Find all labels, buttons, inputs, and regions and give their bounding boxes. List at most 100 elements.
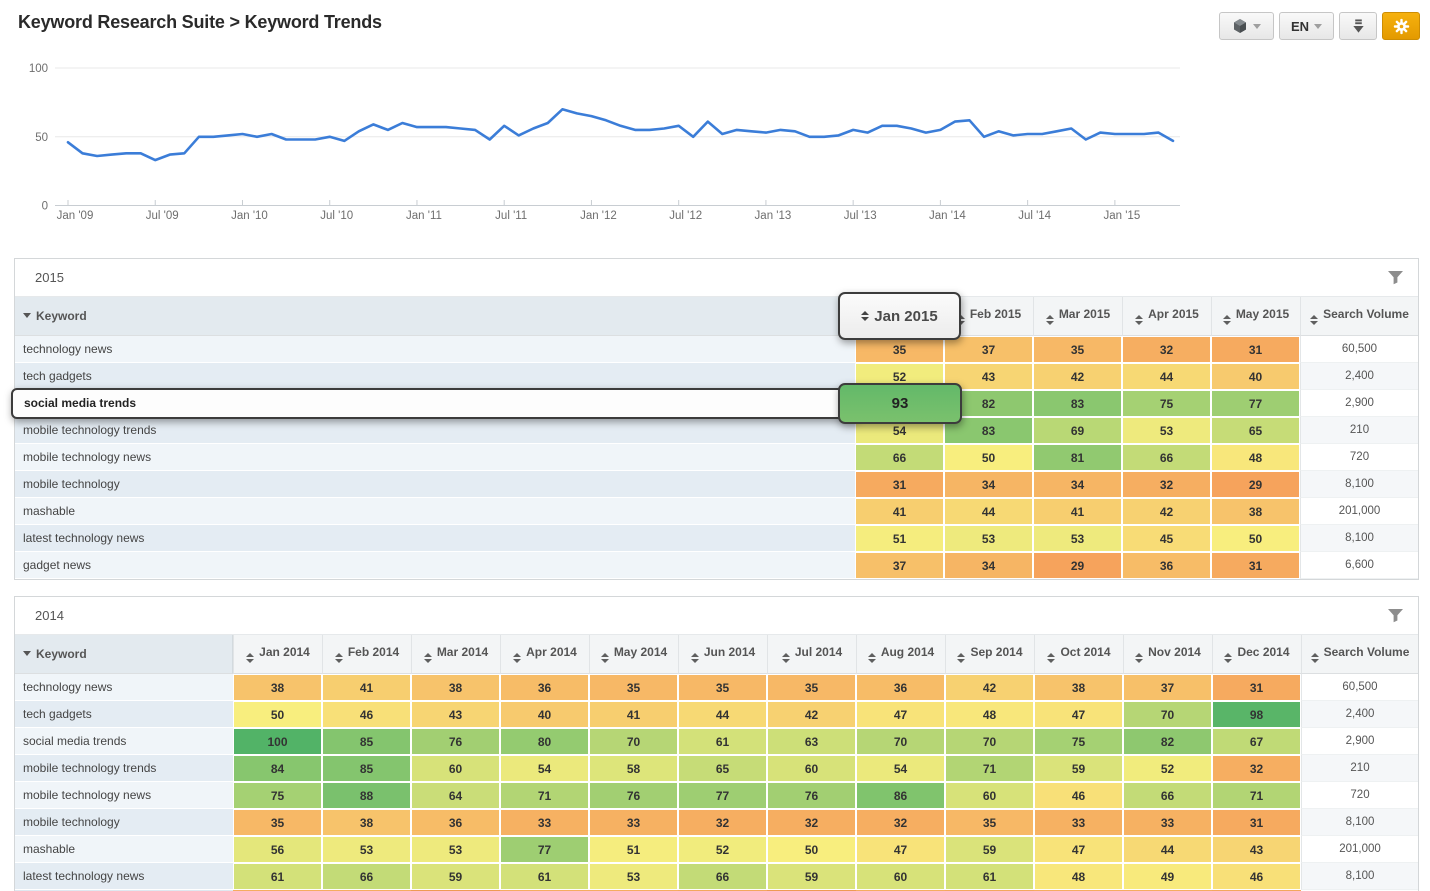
trend-value-cell[interactable]: 42	[1033, 363, 1122, 390]
trend-value-cell[interactable]: 50	[1211, 525, 1300, 552]
trend-value-cell[interactable]: 46	[1034, 782, 1123, 809]
trend-value-cell[interactable]: 51	[589, 836, 678, 863]
trend-value-cell[interactable]: 31	[855, 471, 944, 498]
language-menu-button[interactable]: EN	[1279, 12, 1334, 40]
trend-value-cell[interactable]: 35	[1033, 336, 1122, 363]
trend-value-cell[interactable]: 50	[767, 836, 856, 863]
trend-value-cell[interactable]: 82	[1123, 728, 1212, 755]
column-header-search-volume[interactable]: Search Volume	[1300, 297, 1418, 336]
trend-value-cell[interactable]: 33	[500, 809, 589, 836]
trend-value-cell[interactable]: 59	[767, 863, 856, 890]
trend-value-cell[interactable]: 100	[233, 728, 322, 755]
trend-value-cell[interactable]: 43	[1212, 836, 1301, 863]
column-header-month[interactable]: Aug 2014	[856, 635, 945, 674]
trend-value-cell[interactable]: 83	[1033, 390, 1122, 417]
trend-value-cell[interactable]: 50	[944, 444, 1033, 471]
trend-value-cell[interactable]: 32	[1122, 471, 1211, 498]
trend-value-cell[interactable]: 29	[1211, 471, 1300, 498]
column-header-month[interactable]: Mar 2015	[1033, 297, 1122, 336]
column-header-month[interactable]: Nov 2014	[1123, 635, 1212, 674]
trend-value-cell[interactable]: 71	[945, 755, 1034, 782]
trend-value-cell[interactable]: 42	[945, 674, 1034, 701]
column-header-month[interactable]: Apr 2015	[1122, 297, 1211, 336]
trend-value-cell[interactable]: 71	[1212, 782, 1301, 809]
trend-value-cell[interactable]: 31	[1212, 809, 1301, 836]
trend-value-cell[interactable]: 47	[1034, 701, 1123, 728]
trend-value-cell[interactable]: 60	[945, 782, 1034, 809]
keyword-column-header[interactable]: Keyword	[15, 297, 855, 336]
trend-value-cell[interactable]: 47	[1034, 836, 1123, 863]
keyword-cell[interactable]: mobile technology	[15, 809, 233, 836]
trend-value-cell[interactable]: 41	[322, 674, 411, 701]
trend-value-cell[interactable]: 60	[856, 863, 945, 890]
filter-icon[interactable]	[1387, 270, 1405, 286]
column-header-month[interactable]: Dec 2014	[1212, 635, 1301, 674]
keyword-cell[interactable]: mobile technology trends	[15, 417, 855, 444]
focused-keyword-row[interactable]: social media trends	[11, 388, 860, 419]
trend-value-cell[interactable]: 54	[500, 755, 589, 782]
trend-value-cell[interactable]: 41	[589, 701, 678, 728]
trend-value-cell[interactable]: 77	[500, 836, 589, 863]
trend-value-cell[interactable]: 70	[945, 728, 1034, 755]
trend-value-cell[interactable]: 65	[1211, 417, 1300, 444]
trend-value-cell[interactable]: 33	[1123, 809, 1212, 836]
trend-value-cell[interactable]: 31	[1211, 336, 1300, 363]
trend-value-cell[interactable]: 35	[233, 809, 322, 836]
trend-value-cell[interactable]: 70	[1123, 701, 1212, 728]
keyword-cell[interactable]: mobile technology news	[15, 444, 855, 471]
column-header-month[interactable]: Jan 2014	[233, 635, 322, 674]
focused-value-cell[interactable]: 93	[838, 383, 962, 424]
trend-value-cell[interactable]: 38	[1211, 498, 1300, 525]
trend-value-cell[interactable]: 81	[1033, 444, 1122, 471]
trend-value-cell[interactable]: 48	[1211, 444, 1300, 471]
trend-value-cell[interactable]: 44	[678, 701, 767, 728]
trend-value-cell[interactable]: 37	[855, 552, 944, 579]
keyword-cell[interactable]: technology news	[15, 674, 233, 701]
trend-value-cell[interactable]: 61	[233, 863, 322, 890]
keyword-cell[interactable]: social media trends	[15, 728, 233, 755]
trend-value-cell[interactable]: 47	[856, 701, 945, 728]
trend-value-cell[interactable]: 50	[233, 701, 322, 728]
trend-value-cell[interactable]: 76	[411, 728, 500, 755]
trend-value-cell[interactable]: 60	[411, 755, 500, 782]
trend-value-cell[interactable]: 42	[1122, 498, 1211, 525]
trend-value-cell[interactable]: 43	[411, 701, 500, 728]
trend-value-cell[interactable]: 31	[1212, 674, 1301, 701]
trend-value-cell[interactable]: 63	[767, 728, 856, 755]
keyword-cell[interactable]: mobile technology news	[15, 782, 233, 809]
keyword-cell[interactable]: tech gadgets	[15, 363, 855, 390]
keyword-cell[interactable]: mashable	[15, 498, 855, 525]
filter-icon[interactable]	[1387, 608, 1405, 624]
trend-value-cell[interactable]: 35	[767, 674, 856, 701]
trend-value-cell[interactable]: 59	[411, 863, 500, 890]
trend-value-cell[interactable]: 51	[855, 525, 944, 552]
column-header-month[interactable]: Feb 2014	[322, 635, 411, 674]
trend-value-cell[interactable]: 35	[945, 809, 1034, 836]
trend-value-cell[interactable]: 44	[944, 498, 1033, 525]
focused-column-header[interactable]: Jan 2015	[838, 292, 961, 340]
trend-value-cell[interactable]: 32	[767, 809, 856, 836]
keyword-cell[interactable]: mobile technology trends	[15, 755, 233, 782]
column-header-search-volume[interactable]: Search Volume	[1301, 635, 1418, 674]
column-header-month[interactable]: Mar 2014	[411, 635, 500, 674]
trend-value-cell[interactable]: 38	[1034, 674, 1123, 701]
trend-value-cell[interactable]: 67	[1212, 728, 1301, 755]
trend-value-cell[interactable]: 86	[856, 782, 945, 809]
keyword-cell[interactable]: latest technology news	[15, 525, 855, 552]
keyword-cell[interactable]: mobile technology	[15, 471, 855, 498]
trend-value-cell[interactable]: 77	[1211, 390, 1300, 417]
keyword-cell[interactable]: latest technology news	[15, 863, 233, 890]
trend-value-cell[interactable]: 35	[678, 674, 767, 701]
trend-value-cell[interactable]: 76	[767, 782, 856, 809]
column-header-month[interactable]: May 2015	[1211, 297, 1300, 336]
trend-value-cell[interactable]: 36	[856, 674, 945, 701]
trend-value-cell[interactable]: 49	[1123, 863, 1212, 890]
trend-value-cell[interactable]: 53	[1033, 525, 1122, 552]
keyword-cell[interactable]: tech gadgets	[15, 701, 233, 728]
trend-value-cell[interactable]: 64	[411, 782, 500, 809]
trend-value-cell[interactable]: 66	[1122, 444, 1211, 471]
trend-value-cell[interactable]: 77	[678, 782, 767, 809]
trend-value-cell[interactable]: 75	[233, 782, 322, 809]
trend-value-cell[interactable]: 66	[678, 863, 767, 890]
product-menu-button[interactable]	[1219, 12, 1274, 40]
